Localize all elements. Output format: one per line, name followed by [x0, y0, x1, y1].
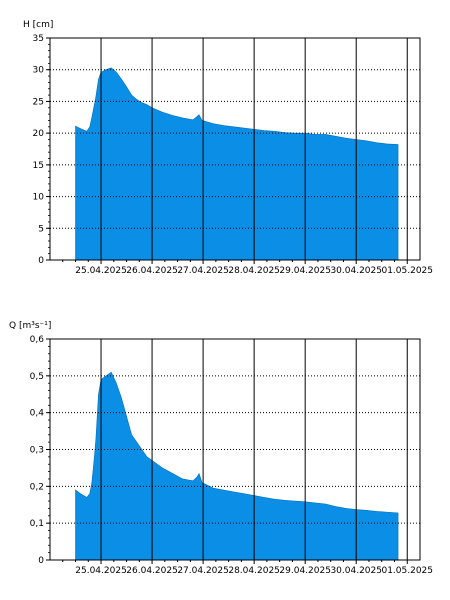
q-x-tick-label: 30.04.2025 — [330, 566, 382, 576]
q-y-tick-label: 0,1 — [30, 519, 44, 529]
h-x-tick-label: 28.04.2025 — [228, 266, 280, 276]
q-y-tick-label: 0,3 — [30, 446, 44, 456]
q-y-tick-label: 0,2 — [30, 482, 44, 492]
h-y-tick-label: 25 — [33, 97, 44, 107]
h-x-tick-label: 27.04.2025 — [177, 266, 229, 276]
q-y-tick-label: 0,6 — [30, 335, 45, 345]
water-level-axis-label: H [cm] — [23, 20, 53, 30]
q-x-tick-label: 25.04.2025 — [75, 566, 127, 576]
h-plot-frame — [49, 37, 421, 261]
h-area-series — [75, 67, 399, 261]
q-x-tick-label: 26.04.2025 — [126, 566, 178, 576]
h-y-tick-label: 35 — [33, 34, 44, 44]
water-level-chart: H [cm] 0 5 10 15 20 25 30 35 25.04.2025 26.04.202… — [23, 20, 433, 276]
q-y-tick-label: 0,4 — [30, 409, 45, 419]
q-area-series — [75, 371, 399, 561]
q-y-tick-label: 0,5 — [30, 372, 44, 382]
h-x-tick-label: 29.04.2025 — [279, 266, 331, 276]
h-x-tick-label: 26.04.2025 — [126, 266, 178, 276]
h-y-tick-label: 0 — [38, 256, 44, 266]
h-y-tick-label: 5 — [38, 224, 44, 234]
h-x-tick-label: 25.04.2025 — [75, 266, 127, 276]
q-x-tick-label: 27.04.2025 — [177, 566, 229, 576]
discharge-axis-label: Q [m³s⁻¹] — [9, 321, 51, 331]
h-y-tick-label: 30 — [33, 66, 45, 76]
q-x-tick-label: 29.04.2025 — [279, 566, 331, 576]
q-x-tick-label: 28.04.2025 — [228, 566, 280, 576]
h-y-tick-label: 15 — [33, 161, 44, 171]
h-x-tick-label: 30.04.2025 — [330, 266, 382, 276]
discharge-chart: Q [m³s⁻¹] 00,10,20,30,40,50,625.04.2025 2… — [9, 321, 433, 576]
h-y-tick-label: 20 — [33, 129, 45, 139]
h-x-tick-label: 01.05.2025 — [381, 266, 433, 276]
h-y-tick-label: 10 — [33, 193, 45, 203]
q-x-tick-label: 01.05.2025 — [381, 566, 433, 576]
q-y-tick-label: 0 — [38, 556, 44, 566]
